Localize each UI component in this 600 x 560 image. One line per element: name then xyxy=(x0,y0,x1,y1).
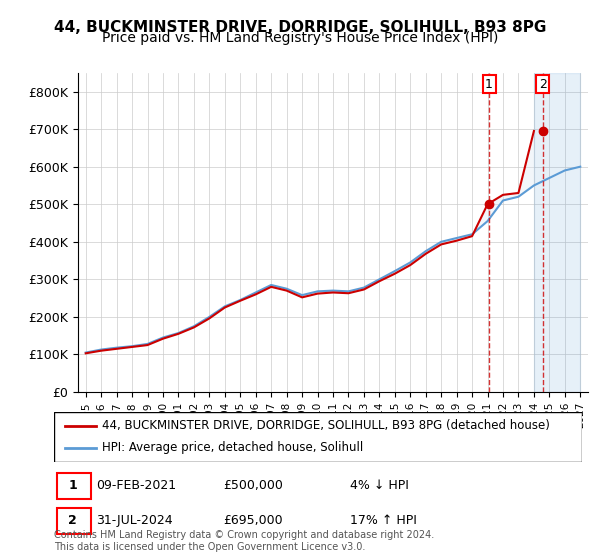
Text: 17% ↑ HPI: 17% ↑ HPI xyxy=(350,514,416,526)
Text: 44, BUCKMINSTER DRIVE, DORRIDGE, SOLIHULL, B93 8PG (detached house): 44, BUCKMINSTER DRIVE, DORRIDGE, SOLIHUL… xyxy=(101,419,550,432)
Text: 09-FEB-2021: 09-FEB-2021 xyxy=(96,479,176,492)
Text: Price paid vs. HM Land Registry's House Price Index (HPI): Price paid vs. HM Land Registry's House … xyxy=(102,31,498,45)
Text: Contains HM Land Registry data © Crown copyright and database right 2024.
This d: Contains HM Land Registry data © Crown c… xyxy=(54,530,434,552)
Bar xyxy=(534,73,580,392)
Text: £500,000: £500,000 xyxy=(223,479,283,492)
Text: 2: 2 xyxy=(68,514,77,526)
Text: 31-JUL-2024: 31-JUL-2024 xyxy=(96,514,173,526)
Text: 4% ↓ HPI: 4% ↓ HPI xyxy=(350,479,409,492)
Text: 1: 1 xyxy=(68,479,77,492)
Text: 2: 2 xyxy=(539,78,547,91)
FancyBboxPatch shape xyxy=(54,412,582,462)
Text: 44, BUCKMINSTER DRIVE, DORRIDGE, SOLIHULL, B93 8PG: 44, BUCKMINSTER DRIVE, DORRIDGE, SOLIHUL… xyxy=(54,20,546,35)
FancyBboxPatch shape xyxy=(56,507,91,534)
Text: 1: 1 xyxy=(485,78,493,91)
FancyBboxPatch shape xyxy=(56,473,91,499)
Text: £695,000: £695,000 xyxy=(223,514,283,526)
Text: HPI: Average price, detached house, Solihull: HPI: Average price, detached house, Soli… xyxy=(101,441,363,454)
